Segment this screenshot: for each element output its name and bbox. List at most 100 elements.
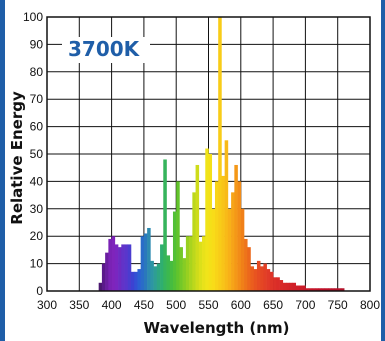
- x-tick-label: 700: [295, 298, 315, 312]
- x-tick-label: 550: [198, 298, 218, 312]
- spectrum-bar: [227, 208, 232, 291]
- spectrum-bar: [208, 154, 213, 291]
- x-tick-label: 300: [37, 298, 57, 312]
- spectrum-bar: [234, 164, 238, 291]
- spectrum-bar: [292, 282, 297, 291]
- y-tick-label: 20: [30, 229, 44, 243]
- spectrum-bar: [169, 260, 174, 291]
- spectrum-bar: [137, 269, 141, 291]
- spectrum-bar: [260, 266, 264, 291]
- spectrum-bar: [176, 181, 180, 291]
- spectrum-bar: [244, 238, 248, 291]
- x-tick-label: 450: [134, 298, 154, 312]
- spectrum-bar: [111, 236, 116, 291]
- spectrum-bar: [118, 247, 122, 291]
- spectrum-bar: [143, 233, 148, 291]
- spectrum-bar: [308, 288, 313, 291]
- spectrum-bar: [315, 288, 319, 291]
- x-axis-title: Wavelength (nm): [144, 319, 290, 337]
- y-tick-label: 30: [30, 202, 44, 216]
- spectrum-bar: [127, 244, 132, 291]
- y-tick-label: 100: [23, 10, 43, 24]
- spectrum-bar: [121, 244, 125, 291]
- spectrum-bar: [218, 17, 222, 291]
- x-tick-labels: 300 350 400 450 500 550 600 650 700 750 800: [37, 298, 380, 312]
- x-tick-label: 650: [263, 298, 283, 312]
- spectrum-bar: [195, 164, 200, 291]
- spectrum-bar: [269, 271, 274, 291]
- x-tick-label: 800: [360, 298, 380, 312]
- spectrum-bar: [101, 263, 106, 291]
- spectrum-bar: [237, 181, 242, 291]
- y-tick-label: 10: [30, 257, 44, 271]
- spectrum-bar: [263, 263, 267, 291]
- spectrum-bar: [340, 288, 345, 291]
- right-frame-strip: [381, 0, 385, 341]
- spectrum-bar: [130, 271, 135, 291]
- plot-border: [46, 16, 371, 292]
- spectrum-bar: [153, 266, 158, 291]
- y-axis-title: Relative Energy: [8, 91, 26, 225]
- x-tick-label: 750: [328, 298, 348, 312]
- spectrum-bar: [298, 285, 303, 291]
- y-tick-label: 80: [30, 65, 44, 79]
- spectrum-bar: [105, 252, 109, 291]
- color-temperature-badge: 3700K: [68, 37, 141, 61]
- y-tick-label: 60: [30, 120, 44, 134]
- spectrum-bar: [179, 247, 183, 291]
- spectrum-bar: [205, 148, 209, 291]
- y-tick-labels: 0 10 20 30 40 50 60 70 80 90 100: [23, 10, 43, 298]
- spectrum-bar: [286, 282, 290, 291]
- spectrum-bar: [256, 260, 261, 291]
- y-tick-label: 0: [36, 284, 43, 298]
- spectrum-bar: [214, 181, 219, 291]
- spectrum-bar: [198, 241, 203, 291]
- spectrum-bar: [160, 244, 164, 291]
- spectrum-bar: [273, 277, 277, 291]
- spectrum-bar: [276, 277, 280, 291]
- x-tick-label: 400: [102, 298, 122, 312]
- y-tick-label: 90: [30, 37, 44, 51]
- spectrum-bar: [114, 244, 119, 291]
- spectral-bars: [98, 17, 345, 291]
- x-tick-label: 350: [69, 298, 89, 312]
- spectrum-bar: [311, 288, 316, 291]
- spectrum-bar: [247, 247, 251, 291]
- spectrum-bar: [156, 263, 161, 291]
- spectrum-bar: [134, 271, 138, 291]
- spectrum-bar: [140, 236, 145, 291]
- color-temperature-badge-background: [62, 37, 150, 63]
- spectrum-bar: [185, 236, 190, 291]
- spectrum-bar: [302, 285, 306, 291]
- spectrum-bar: [279, 280, 284, 291]
- spectrum-bar: [289, 282, 293, 291]
- spectrum-bar: [163, 159, 167, 291]
- spectrum-bar: [172, 211, 177, 291]
- spectrum-bar: [295, 285, 300, 291]
- spectrum-bar: [166, 255, 171, 291]
- spectrum-bar: [202, 236, 206, 291]
- spectrum-bar: [250, 266, 255, 291]
- spectrum-bar: [231, 192, 235, 291]
- y-tick-label: 50: [30, 147, 44, 161]
- spectrum-bar: [321, 288, 326, 291]
- spectrum-bar: [331, 288, 335, 291]
- spectrum-bar: [124, 244, 129, 291]
- spectrum-bar: [266, 269, 271, 291]
- spectrum-bar: [328, 288, 332, 291]
- spectrum-bar: [221, 175, 225, 291]
- x-tick-label: 500: [166, 298, 186, 312]
- spectrum-bar: [182, 258, 187, 291]
- y-tick-label: 70: [30, 92, 44, 106]
- left-frame-strip: [0, 0, 5, 341]
- spectrum-bar: [108, 238, 112, 291]
- spectrum-bar: [98, 282, 103, 291]
- spectrum-bar: [150, 260, 154, 291]
- y-tick-label: 40: [30, 174, 44, 188]
- spectrum-bar: [189, 236, 193, 291]
- spectrum-bar: [253, 269, 258, 291]
- spectrum-bar: [240, 208, 245, 291]
- spectrum-bar: [324, 288, 329, 291]
- spectrum-bar: [224, 140, 229, 291]
